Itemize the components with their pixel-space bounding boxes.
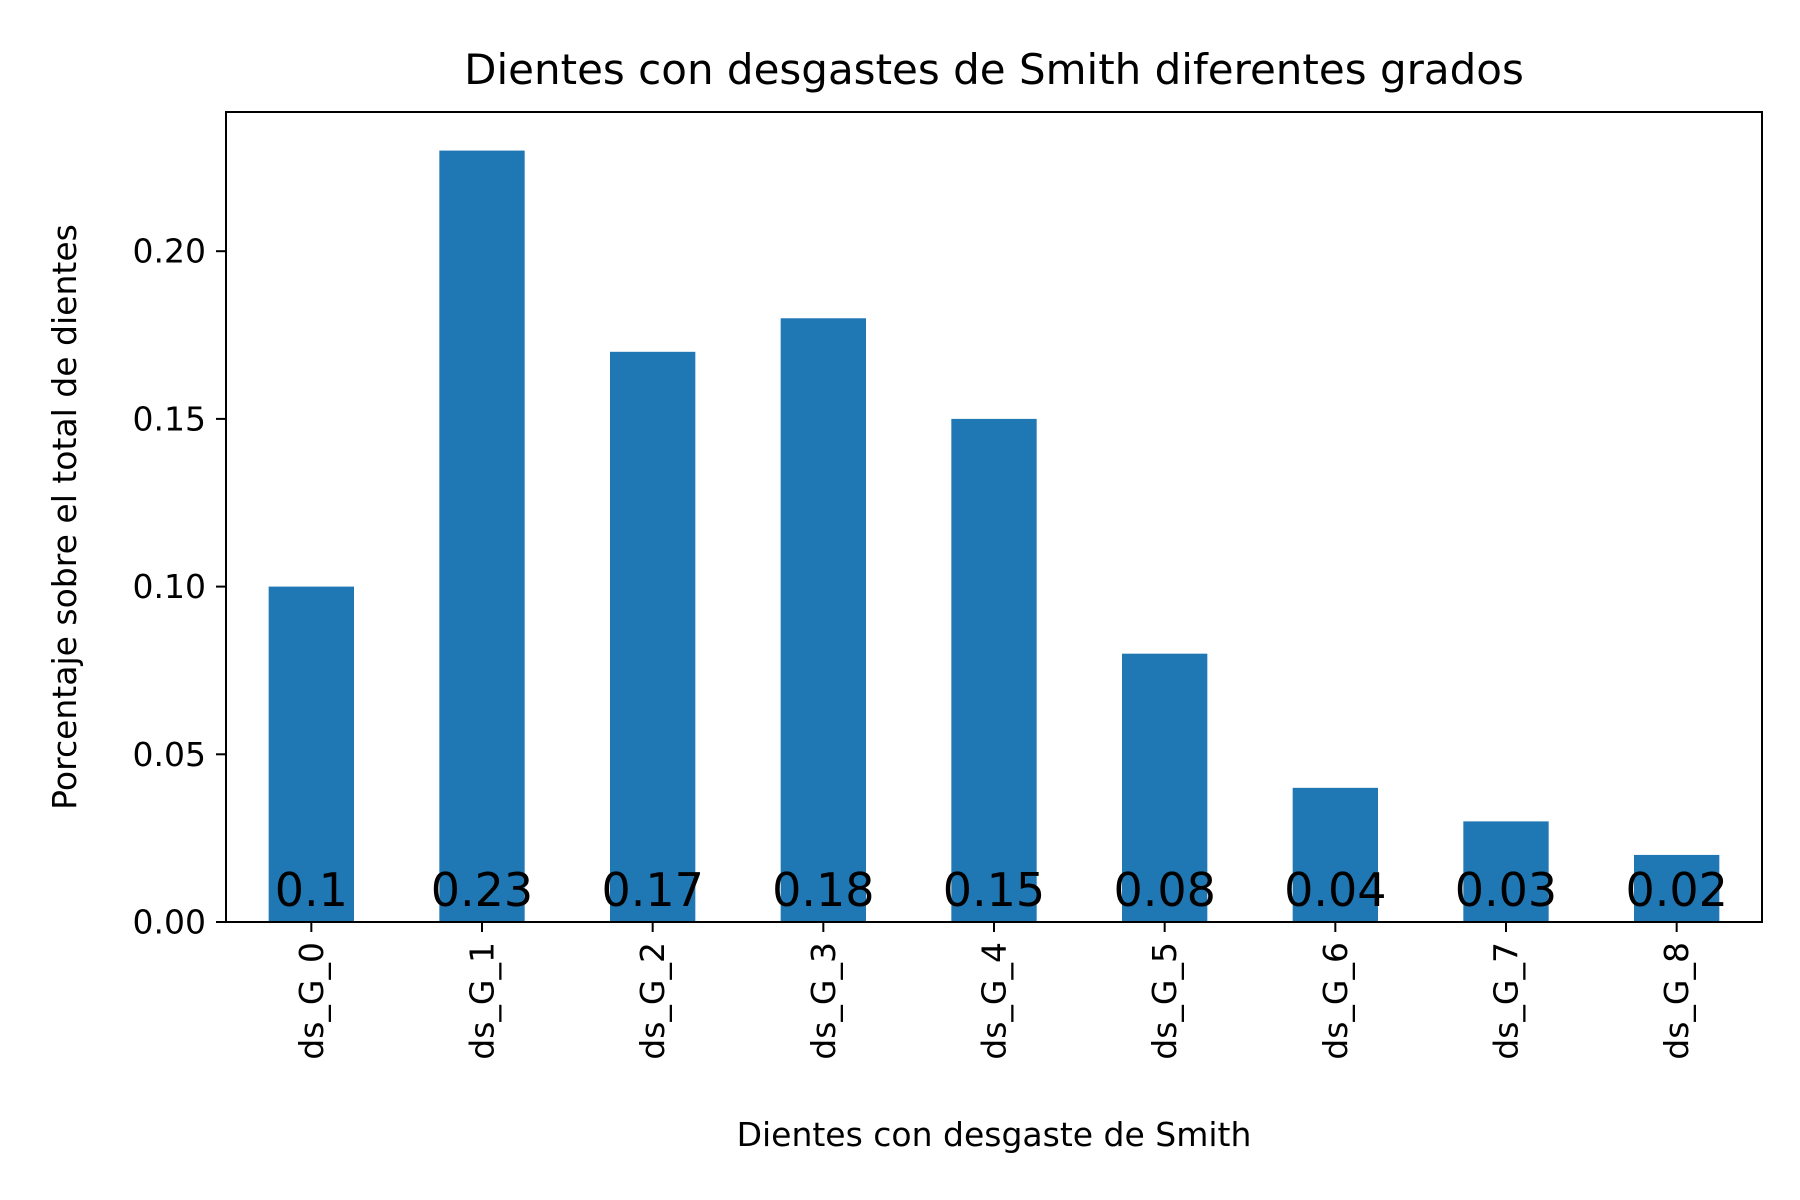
- y-tick-label: 0.20: [133, 232, 206, 271]
- data-label-ds_G_1: 0.23: [431, 863, 533, 917]
- data-label-ds_G_6: 0.04: [1284, 863, 1386, 917]
- bar-ds_G_2: [610, 351, 696, 922]
- y-axis-ticks: 0.00 0.05 0.10 0.15 0.20: [133, 232, 226, 942]
- x-tick-label-ds_G_0: ds_G_0: [292, 942, 331, 1060]
- x-axis-label: Dientes con desgaste de Smith: [737, 1115, 1252, 1154]
- y-tick-label: 0.05: [133, 735, 206, 774]
- plot-frame: [225, 111, 1763, 923]
- data-label-ds_G_7: 0.03: [1455, 863, 1557, 917]
- data-label-ds_G_0: 0.1: [275, 863, 348, 917]
- bar-ds_G_4: [951, 418, 1037, 922]
- x-tick-label-ds_G_2: ds_G_2: [633, 942, 672, 1060]
- data-label-ds_G_2: 0.17: [601, 863, 703, 917]
- bar-ds_G_8: [1634, 854, 1720, 922]
- bar-ds_G_3: [780, 318, 866, 922]
- data-labels-group: 0.1 0.23 0.17 0.18 0.15 0.08 0.04 0.03 0.02: [275, 863, 1728, 917]
- y-axis-label: Porcentaje sobre el total de dientes: [45, 224, 84, 810]
- bar-ds_G_0: [268, 586, 354, 922]
- chart-title: Dientes con desgastes de Smith diferente…: [464, 45, 1524, 94]
- y-tick-label: 0.00: [133, 903, 206, 942]
- data-label-ds_G_5: 0.08: [1113, 863, 1215, 917]
- x-tick-label-ds_G_6: ds_G_6: [1316, 942, 1355, 1060]
- x-axis-ticks: ds_G_0 ds_G_1 ds_G_2 ds_G_3 ds_G_4 ds_G_5 ds_G…: [292, 922, 1696, 1060]
- data-label-ds_G_3: 0.18: [772, 863, 874, 917]
- x-tick-label-ds_G_8: ds_G_8: [1657, 942, 1696, 1060]
- bar-ds_G_7: [1463, 821, 1549, 922]
- bar-ds_G_5: [1122, 653, 1208, 922]
- x-tick-label-ds_G_1: ds_G_1: [463, 942, 502, 1060]
- data-label-ds_G_8: 0.02: [1625, 863, 1727, 917]
- bars-group: [268, 150, 1720, 923]
- x-tick-label-ds_G_3: ds_G_3: [804, 942, 843, 1060]
- data-label-ds_G_4: 0.15: [943, 863, 1045, 917]
- y-tick-label: 0.10: [133, 567, 206, 606]
- x-tick-label-ds_G_7: ds_G_7: [1487, 942, 1526, 1060]
- y-tick-label: 0.15: [133, 399, 206, 438]
- x-tick-label-ds_G_4: ds_G_4: [975, 942, 1014, 1060]
- x-tick-label-ds_G_5: ds_G_5: [1145, 942, 1184, 1060]
- bar-ds_G_6: [1292, 787, 1378, 922]
- bar-ds_G_1: [439, 150, 525, 923]
